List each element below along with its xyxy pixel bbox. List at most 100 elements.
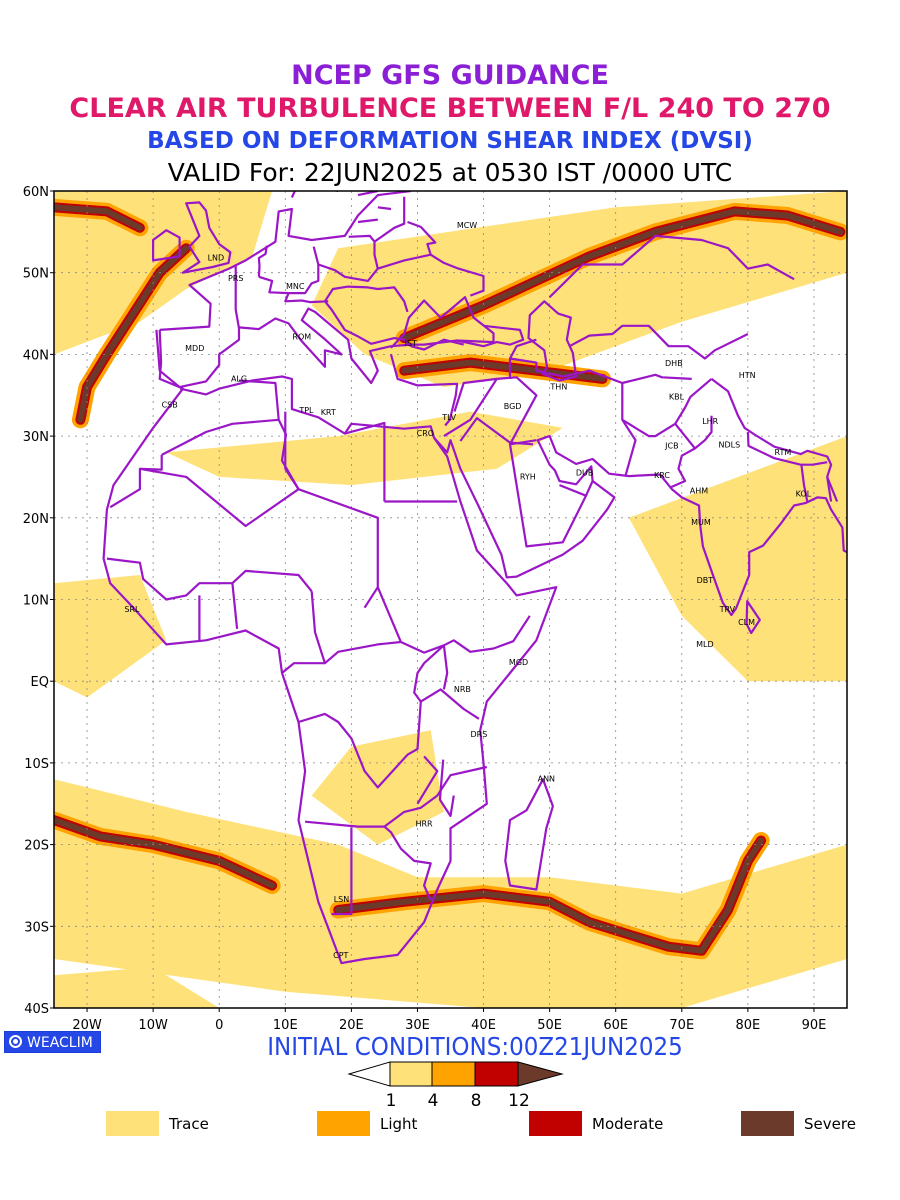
weaclim-logo: WEACLIM — [4, 1031, 101, 1053]
station-label-htn: HTN — [739, 371, 756, 380]
eurasia-border-26 — [407, 220, 437, 256]
eurasia-border-22 — [284, 292, 329, 304]
station-label-mnc: MNC — [286, 282, 305, 291]
legend-severe-label: Severe — [804, 1115, 856, 1133]
country-border-5 — [106, 557, 313, 601]
eurasia-border-13 — [694, 415, 713, 450]
title-model: NCEP GFS GUIDANCE — [291, 60, 609, 91]
title-method: BASED ON DEFORMATION SHEAR INDEX (DVSI) — [147, 128, 753, 154]
station-label-jcb: JCB — [664, 441, 678, 450]
eurasia-border-1 — [508, 338, 537, 379]
lon-label-20w: 20W — [72, 1018, 102, 1033]
title-product: CLEAR AIR TURBULENCE BETWEEN F/L 240 TO … — [69, 93, 831, 124]
lon-label-80e: 80E — [735, 1018, 760, 1033]
station-label-rom: ROM — [292, 333, 311, 342]
lat-label-50n: 50N — [23, 267, 49, 282]
lon-label-10w: 10W — [138, 1018, 168, 1033]
jet-severe-southern-africa-indian — [335, 837, 765, 954]
trace-area-eurasia — [311, 191, 847, 388]
legend-severe-swatch — [741, 1111, 794, 1136]
legend-light-label: Light — [380, 1115, 418, 1133]
station-label-drs: DRS — [471, 730, 488, 739]
station-label-lhr: LHR — [702, 417, 718, 426]
globe-icon — [9, 1035, 22, 1048]
station-label-lnd: LND — [208, 253, 225, 262]
eurasia-border-20 — [258, 246, 320, 295]
eurasia-border-12 — [669, 423, 697, 489]
station-label-ahm: AHM — [690, 486, 708, 495]
station-label-ist: IST — [405, 339, 417, 348]
station-label-dbt: DBT — [697, 576, 714, 585]
ireland-coastline — [152, 229, 181, 262]
station-label-tlv: TLV — [441, 413, 456, 422]
title-valid-time: VALID For: 22JUN2025 at 0530 IST /0000 U… — [167, 158, 733, 187]
lat-label-30s: 30S — [24, 920, 49, 935]
station-label-ndls: NDLS — [719, 441, 741, 450]
station-label-clm: CLM — [738, 618, 755, 627]
eurasia-border-19 — [234, 264, 241, 329]
arabia-india-coastline — [433, 435, 847, 617]
eurasia-border-15 — [800, 464, 809, 502]
britain-coastline — [181, 201, 232, 274]
country-border-15 — [420, 688, 480, 720]
station-label-thn: THN — [549, 383, 567, 392]
station-label-ann: ANN — [538, 775, 555, 784]
eurasia-border-21 — [257, 245, 268, 277]
lon-label-90e: 90E — [802, 1018, 827, 1033]
eurasia-border-28 — [377, 206, 392, 211]
station-label-trv: TRV — [719, 605, 736, 614]
trace-area-south-atlantic — [54, 967, 220, 1008]
station-label-nrb: NRB — [454, 685, 471, 694]
lon-label-70e: 70E — [669, 1018, 694, 1033]
country-border-9 — [310, 591, 402, 665]
station-label-lsn: LSN — [334, 895, 350, 904]
trace-area-west-africa — [54, 575, 167, 698]
station-label-dhb: DHB — [665, 359, 683, 368]
legend-trace-label: Trace — [169, 1115, 209, 1133]
colorbar-lower-triangle — [347, 1061, 391, 1087]
lat-label-40s: 40S — [24, 1002, 49, 1017]
eurasia-border-32 — [344, 421, 386, 502]
station-label-rtm: RTM — [775, 448, 792, 457]
colorbar-severe — [517, 1061, 564, 1087]
eurasia-border-14 — [746, 431, 828, 466]
legend-moderate-swatch — [529, 1111, 582, 1136]
country-border-18 — [442, 645, 449, 690]
lat-label-eq: EQ — [31, 675, 49, 690]
colorbar-trace — [389, 1061, 433, 1087]
eurasia-border-24 — [377, 253, 485, 297]
mediterranean-north-coastline — [158, 296, 495, 389]
jet-severe-north-atlantic — [77, 245, 190, 423]
initial-conditions: INITIAL CONDITIONS:00Z21JUN2025 — [267, 1032, 683, 1061]
europe-north-coastline — [159, 191, 412, 331]
colorbar-light — [431, 1061, 476, 1087]
country-border-13 — [331, 827, 353, 916]
eurasia-border-17 — [456, 324, 525, 348]
station-label-alg: ALG — [231, 374, 247, 383]
eurasia-border-10 — [548, 234, 795, 298]
eurasia-border-27 — [357, 218, 378, 224]
station-label-mcw: MCW — [457, 221, 477, 230]
country-border-6 — [231, 583, 239, 630]
colorbar-tick-4: 4 — [428, 1091, 439, 1111]
eurasia-border-9 — [568, 324, 749, 360]
legend-trace-swatch — [106, 1111, 159, 1136]
lat-label-10n: 10N — [23, 594, 49, 609]
station-label-krt: KRT — [321, 408, 336, 417]
station-label-csb: CSB — [162, 401, 178, 410]
lat-label-60n: 60N — [23, 185, 49, 200]
country-border-0 — [161, 418, 279, 456]
turbulence-shading — [54, 191, 847, 1008]
station-label-mum: MUM — [691, 518, 711, 527]
country-border-8 — [376, 586, 531, 654]
eurasia-border-3 — [459, 417, 534, 446]
eurasia-border-5 — [584, 480, 594, 497]
lat-label-20s: 20S — [24, 839, 49, 854]
colorbar-tick-8: 8 — [471, 1091, 482, 1111]
station-label-cpt: CPT — [333, 951, 348, 960]
station-label-srl: SRL — [124, 605, 140, 614]
station-label-hrr: HRR — [415, 820, 433, 829]
africa-coastline — [102, 329, 558, 965]
eurasia-border-29 — [290, 191, 339, 198]
